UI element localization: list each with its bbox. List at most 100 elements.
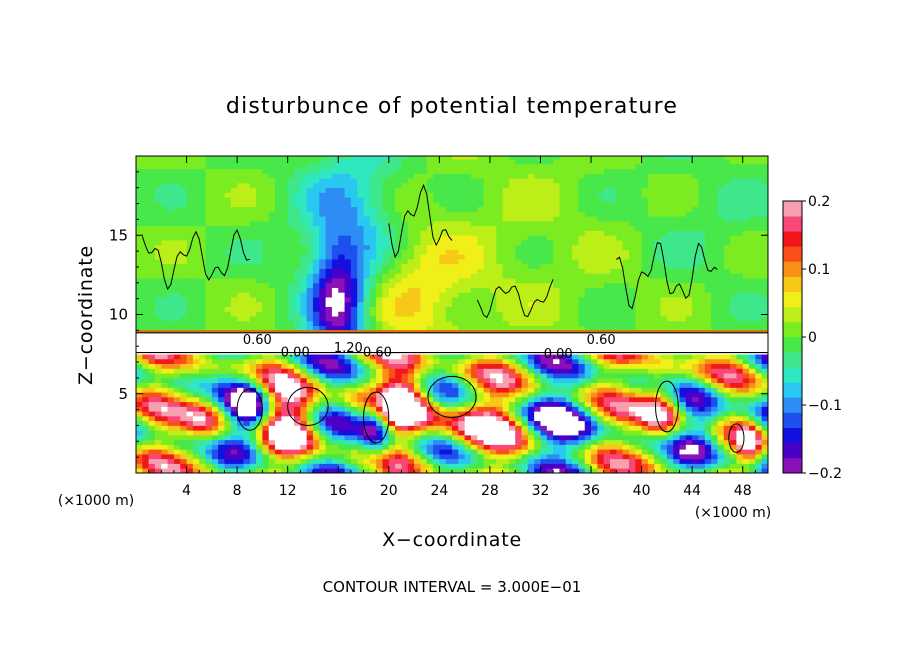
heat-cell xyxy=(527,320,535,326)
heat-cell xyxy=(357,335,364,341)
heat-cell xyxy=(730,306,737,312)
heat-cell xyxy=(464,449,472,455)
heat-cell xyxy=(287,444,295,450)
heat-cell xyxy=(597,244,605,250)
heat-cell xyxy=(414,259,421,265)
heat-cell xyxy=(749,444,756,450)
heat-cell xyxy=(350,278,358,284)
heat-cell xyxy=(508,339,516,346)
heat-cell xyxy=(173,458,181,464)
heat-cell xyxy=(692,273,699,279)
heat-cell xyxy=(660,292,668,298)
heat-cell xyxy=(723,420,731,426)
heat-cell xyxy=(161,396,168,403)
heat-cell xyxy=(363,425,371,431)
heat-cell xyxy=(521,320,529,326)
heat-cell xyxy=(363,278,371,284)
heat-cell xyxy=(439,463,447,469)
heat-cell xyxy=(281,306,289,312)
heat-cell xyxy=(350,420,358,426)
heat-cell xyxy=(597,316,605,322)
heat-cell xyxy=(281,420,289,426)
heat-cell xyxy=(452,401,459,407)
heat-cell xyxy=(357,420,364,426)
heat-cell xyxy=(148,453,156,460)
heat-cell xyxy=(635,273,642,279)
heat-cell xyxy=(294,425,301,431)
heat-cell xyxy=(445,344,453,350)
heat-cell xyxy=(433,358,440,365)
heat-cell xyxy=(180,430,187,436)
heat-cell xyxy=(205,392,213,398)
heat-cell xyxy=(502,373,510,379)
heat-cell xyxy=(211,354,219,360)
heat-cell xyxy=(597,411,605,417)
heat-cell xyxy=(483,325,491,331)
heat-cell xyxy=(477,320,484,326)
heat-cell xyxy=(186,396,194,403)
heat-cell xyxy=(730,358,737,365)
heat-cell xyxy=(477,297,484,303)
heat-cell xyxy=(502,363,510,369)
heat-cell xyxy=(742,325,750,331)
heat-cell xyxy=(180,301,187,307)
heat-cell xyxy=(167,259,175,265)
heat-cell xyxy=(426,463,434,469)
heat-cell xyxy=(628,363,636,369)
heat-cell xyxy=(603,249,611,255)
heat-cell xyxy=(673,273,680,279)
heat-cell xyxy=(192,453,200,460)
heat-cell xyxy=(230,354,238,360)
heat-cell xyxy=(262,263,270,269)
heat-cell xyxy=(527,268,535,274)
heat-cell xyxy=(249,311,257,317)
heat-cell xyxy=(180,259,187,265)
heat-cell xyxy=(173,453,181,460)
heat-cell xyxy=(584,392,592,398)
heat-cell xyxy=(268,458,276,464)
heat-cell xyxy=(723,430,731,436)
heat-cell xyxy=(433,278,440,284)
heat-cell xyxy=(591,406,598,412)
heat-cell xyxy=(167,273,175,279)
heat-cell xyxy=(515,449,522,455)
heat-cell xyxy=(136,311,143,317)
heat-cell xyxy=(369,449,377,455)
heat-cell xyxy=(205,301,213,307)
heat-cell xyxy=(502,235,510,241)
heat-cell xyxy=(161,420,168,426)
heat-cell xyxy=(502,287,510,293)
heat-cell xyxy=(685,430,693,436)
heat-cell xyxy=(692,259,699,265)
heat-cell xyxy=(331,396,339,403)
heat-cell xyxy=(167,297,175,303)
heat-cell xyxy=(395,263,402,269)
heat-cell xyxy=(268,449,276,455)
heat-cell xyxy=(281,354,289,360)
heat-cell xyxy=(439,263,447,269)
heat-cell xyxy=(496,453,503,460)
heat-cell xyxy=(350,392,358,398)
heat-cell xyxy=(730,373,737,379)
heat-cell xyxy=(761,363,768,369)
heat-cell xyxy=(730,411,737,417)
heat-cell xyxy=(414,401,421,407)
heat-cell xyxy=(344,268,352,274)
heat-cell xyxy=(515,377,522,384)
heat-cell xyxy=(704,439,712,445)
heat-cell xyxy=(736,282,744,288)
heat-cell xyxy=(287,263,295,269)
heat-cell xyxy=(761,434,768,441)
heat-cell xyxy=(496,468,503,473)
heat-cell xyxy=(483,240,491,246)
heat-cell xyxy=(521,292,529,298)
heat-cell xyxy=(717,325,725,331)
heat-cell xyxy=(717,306,725,312)
heat-cell xyxy=(464,354,472,360)
heat-cell xyxy=(553,301,560,307)
heat-cell xyxy=(597,387,605,393)
heat-cell xyxy=(534,434,541,441)
heat-cell xyxy=(357,377,364,384)
heat-cell xyxy=(294,335,301,341)
heat-cell xyxy=(357,439,364,445)
